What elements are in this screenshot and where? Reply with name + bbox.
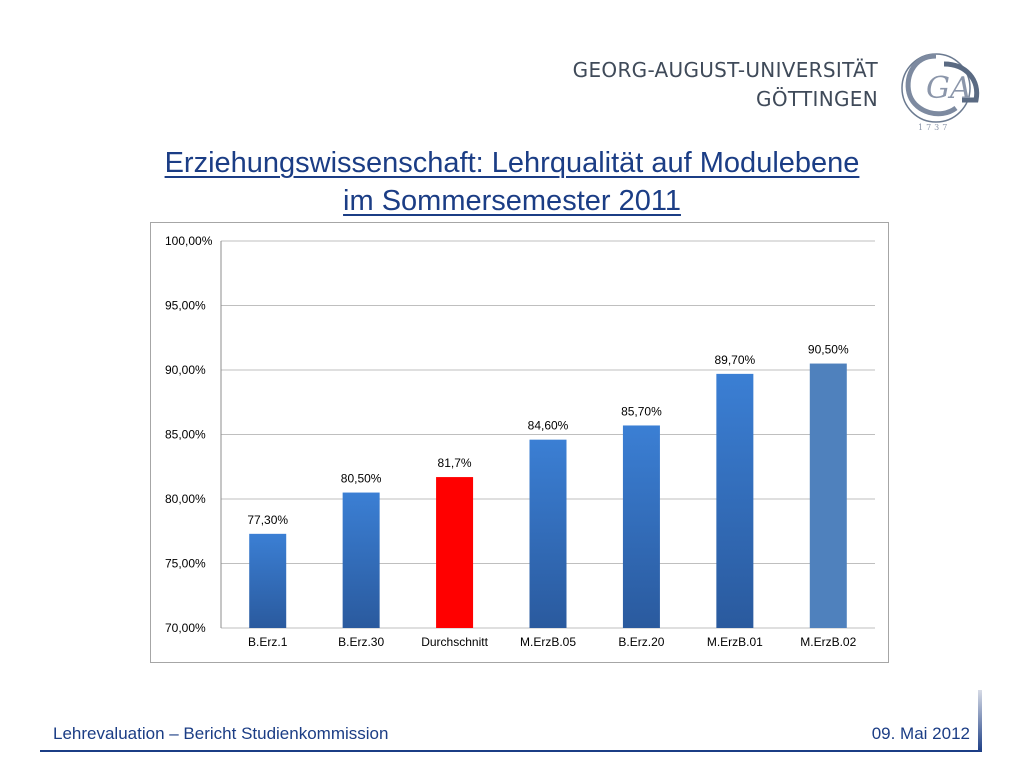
footer-caption: Lehrevaluation – Bericht Studienkommissi… [53,724,389,743]
x-tick-label: Durchschnitt [421,635,488,649]
y-axis-ticks: 70,00% 75,00% 80,00% 85,00% 90,00% 95,00% 100,… [165,234,213,635]
gridlines [220,240,875,629]
y-tick-label: 70,00% [165,621,206,635]
data-label: 89,70% [715,353,756,367]
x-tick-label: M.ErzB.05 [520,635,576,649]
bar-b-erz-1 [249,533,287,628]
y-tick-label: 90,00% [165,363,206,377]
university-name-line2: GÖTTINGEN [756,87,878,111]
footer-divider [40,750,982,752]
y-tick-label: 75,00% [165,557,206,571]
data-label: 81,7% [438,456,472,470]
logo-letters: GA [926,71,972,106]
data-label: 80,50% [341,472,382,486]
x-tick-label: M.ErzB.02 [800,635,856,649]
university-name-line1: GEORG-AUGUST-UNIVERSITÄT [572,58,878,82]
y-tick-label: 85,00% [165,428,206,442]
x-tick-label: B.Erz.30 [338,635,384,649]
data-label: 77,30% [247,513,288,527]
y-tick-label: 80,00% [165,492,206,506]
bar-b-erz-20 [622,425,660,628]
x-tick-label: B.Erz.1 [248,635,288,649]
logo-motto: 1737 [918,123,950,132]
footer-accent-bar [978,690,982,752]
y-tick-label: 100,00% [165,234,213,248]
university-name: GEORG-AUGUST-UNIVERSITÄT GÖTTINGEN [573,56,878,114]
slide-title-line1: Erziehungswissenschaft: Lehrqualität auf… [164,147,860,179]
bar-b-erz-30 [342,492,380,628]
data-label: 84,60% [528,419,569,433]
footer-date: 09. Mai 2012 [871,724,970,743]
bar-chart: 70,00% 75,00% 80,00% 85,00% 90,00% 95,00% 100,… [150,222,889,663]
x-axis-ticks: B.Erz.1 B.Erz.30 Durchschnitt M.ErzB.05 B.Er… [248,635,857,649]
data-label: 85,70% [621,404,662,418]
x-tick-label: M.ErzB.01 [707,635,763,649]
bar-durchschnitt [436,477,474,628]
bar-m-erzb-01 [716,373,754,628]
bar-m-erzb-05 [529,439,567,628]
data-labels: 77,30% 80,50% 81,7% 84,60% 85,70% 89,70% 90,50… [247,343,849,527]
university-logo: GA 1737 [901,53,980,132]
bars [249,363,847,628]
slide-title-line2: im Sommersemester 2011 [343,185,681,217]
data-label: 90,50% [808,343,849,357]
slide-title: Erziehungswissenschaft: Lehrqualität auf… [60,144,964,220]
bar-chart-svg: 70,00% 75,00% 80,00% 85,00% 90,00% 95,00% 100,… [165,234,875,649]
bar-m-erzb-02 [809,363,847,628]
y-tick-label: 95,00% [165,299,206,313]
x-tick-label: B.Erz.20 [618,635,664,649]
